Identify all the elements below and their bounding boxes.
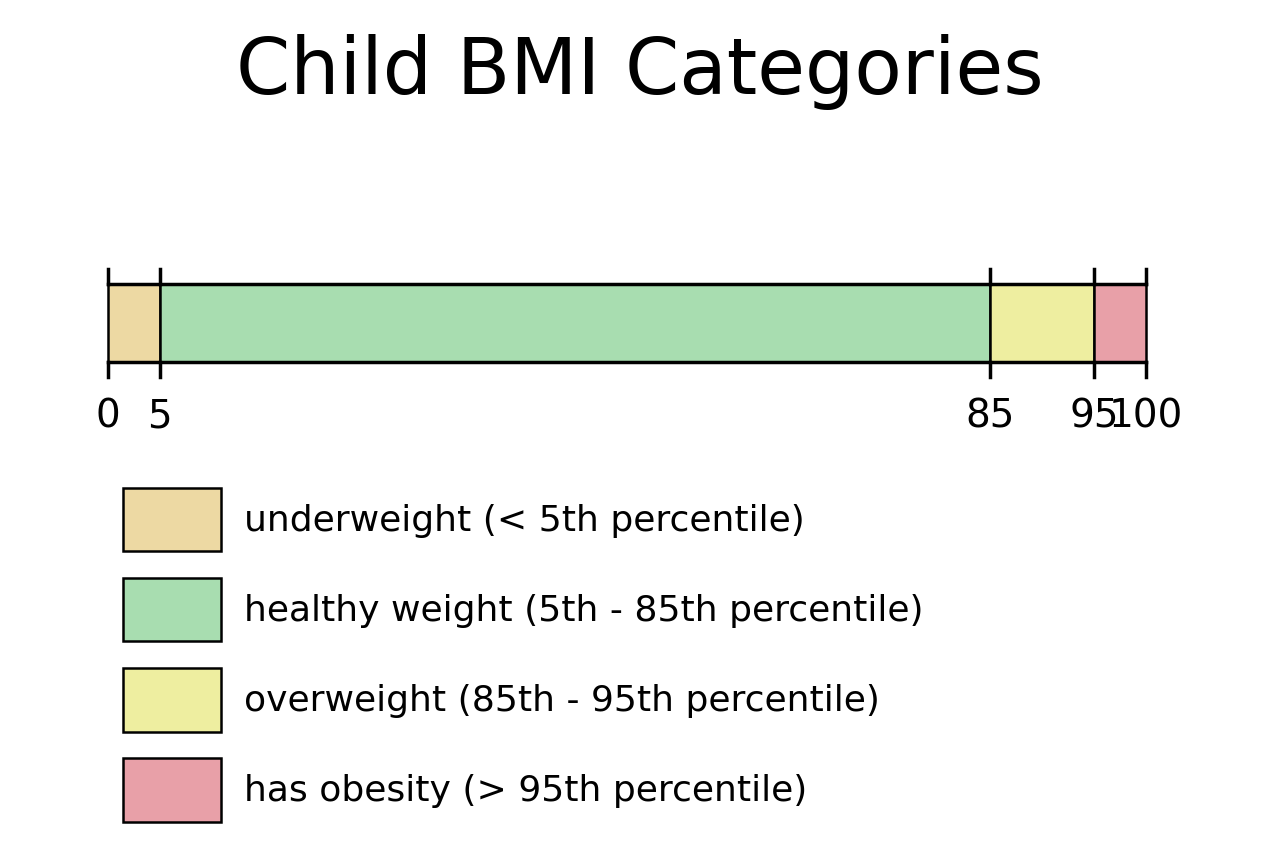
Text: 0: 0 (96, 397, 120, 435)
Text: 85: 85 (965, 397, 1015, 435)
Text: healthy weight (5th - 85th percentile): healthy weight (5th - 85th percentile) (243, 593, 923, 627)
Bar (1094, 285, 1146, 362)
Bar (123, 578, 220, 642)
Text: Child BMI Categories: Child BMI Categories (237, 34, 1043, 110)
Text: 5: 5 (147, 397, 172, 435)
Text: overweight (85th - 95th percentile): overweight (85th - 95th percentile) (243, 682, 879, 717)
Text: 100: 100 (1108, 397, 1183, 435)
Bar (123, 668, 220, 732)
Bar (108, 285, 160, 362)
Bar (160, 285, 991, 362)
Text: 95: 95 (1069, 397, 1119, 435)
Bar (991, 285, 1094, 362)
Text: underweight (< 5th percentile): underweight (< 5th percentile) (243, 503, 805, 537)
Text: has obesity (> 95th percentile): has obesity (> 95th percentile) (243, 773, 808, 807)
Bar (123, 488, 220, 552)
Bar (123, 758, 220, 821)
